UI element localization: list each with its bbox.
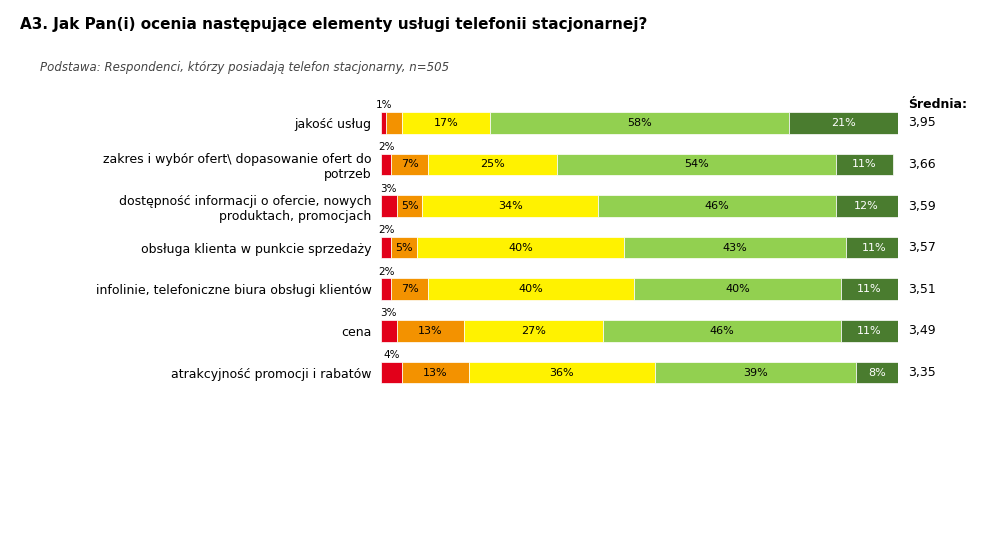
Text: 2%: 2%: [378, 142, 394, 152]
Text: Podstawa: Respondenci, którzy posiadają telefon stacjonarny, n=505: Podstawa: Respondenci, którzy posiadają …: [40, 61, 449, 74]
Text: 7%: 7%: [400, 284, 418, 294]
Bar: [396, 320, 463, 342]
Text: 27%: 27%: [521, 326, 545, 336]
Bar: [623, 237, 846, 259]
Text: 17%: 17%: [433, 118, 458, 128]
Text: 3%: 3%: [380, 184, 397, 194]
Text: 4%: 4%: [383, 350, 400, 360]
Bar: [835, 154, 892, 175]
Text: 54%: 54%: [683, 159, 707, 169]
Bar: [391, 154, 427, 175]
Bar: [489, 112, 789, 134]
Bar: [654, 362, 856, 384]
Text: 3,95: 3,95: [907, 117, 935, 129]
Text: 34%: 34%: [497, 201, 522, 211]
Text: 7%: 7%: [400, 159, 418, 169]
Text: 40%: 40%: [518, 284, 543, 294]
Text: 13%: 13%: [423, 367, 447, 377]
Text: 21%: 21%: [831, 118, 855, 128]
Text: 46%: 46%: [703, 201, 728, 211]
Bar: [381, 279, 391, 300]
Text: 25%: 25%: [479, 159, 504, 169]
Text: 40%: 40%: [508, 243, 532, 253]
Text: Średnia:: Średnia:: [907, 98, 966, 110]
Text: 8%: 8%: [868, 367, 885, 377]
Bar: [381, 154, 391, 175]
Bar: [381, 112, 386, 134]
Text: 36%: 36%: [549, 367, 574, 377]
Bar: [846, 237, 902, 259]
Bar: [840, 320, 897, 342]
Bar: [835, 195, 897, 217]
Text: 13%: 13%: [418, 326, 442, 336]
Bar: [396, 195, 422, 217]
Text: 46%: 46%: [709, 326, 733, 336]
Text: 3,35: 3,35: [907, 366, 935, 379]
Bar: [381, 195, 396, 217]
Bar: [556, 154, 835, 175]
Bar: [427, 154, 556, 175]
Text: 3%: 3%: [380, 309, 397, 319]
Bar: [602, 320, 840, 342]
Text: 5%: 5%: [395, 243, 413, 253]
Text: 2%: 2%: [378, 225, 394, 235]
Bar: [463, 320, 602, 342]
Bar: [391, 237, 417, 259]
Text: 1%: 1%: [375, 100, 392, 110]
Bar: [391, 279, 427, 300]
Text: 3,59: 3,59: [907, 200, 935, 213]
Bar: [427, 279, 633, 300]
Text: 3,51: 3,51: [907, 283, 935, 296]
Bar: [402, 112, 489, 134]
Text: 39%: 39%: [742, 367, 768, 377]
Bar: [386, 112, 402, 134]
Bar: [840, 279, 897, 300]
Bar: [402, 362, 469, 384]
Text: 11%: 11%: [862, 243, 886, 253]
Text: 12%: 12%: [854, 201, 878, 211]
Bar: [422, 195, 597, 217]
Bar: [381, 237, 391, 259]
Bar: [381, 320, 396, 342]
Bar: [789, 112, 897, 134]
Bar: [856, 362, 897, 384]
Text: 11%: 11%: [856, 326, 881, 336]
Text: 2%: 2%: [378, 267, 394, 277]
Bar: [633, 279, 840, 300]
Bar: [417, 237, 623, 259]
Text: 40%: 40%: [724, 284, 749, 294]
Bar: [381, 362, 402, 384]
Text: A3. Jak Pan(i) ocenia następujące elementy usługi telefonii stacjonarnej?: A3. Jak Pan(i) ocenia następujące elemen…: [20, 17, 646, 32]
Text: 3,49: 3,49: [907, 325, 935, 337]
Text: 43%: 43%: [721, 243, 746, 253]
Text: 3,66: 3,66: [907, 158, 935, 171]
Bar: [597, 195, 835, 217]
Text: 5%: 5%: [401, 201, 418, 211]
Bar: [469, 362, 654, 384]
Text: 11%: 11%: [856, 284, 881, 294]
Text: 11%: 11%: [851, 159, 876, 169]
Text: 58%: 58%: [626, 118, 651, 128]
Text: 3,57: 3,57: [907, 241, 935, 254]
